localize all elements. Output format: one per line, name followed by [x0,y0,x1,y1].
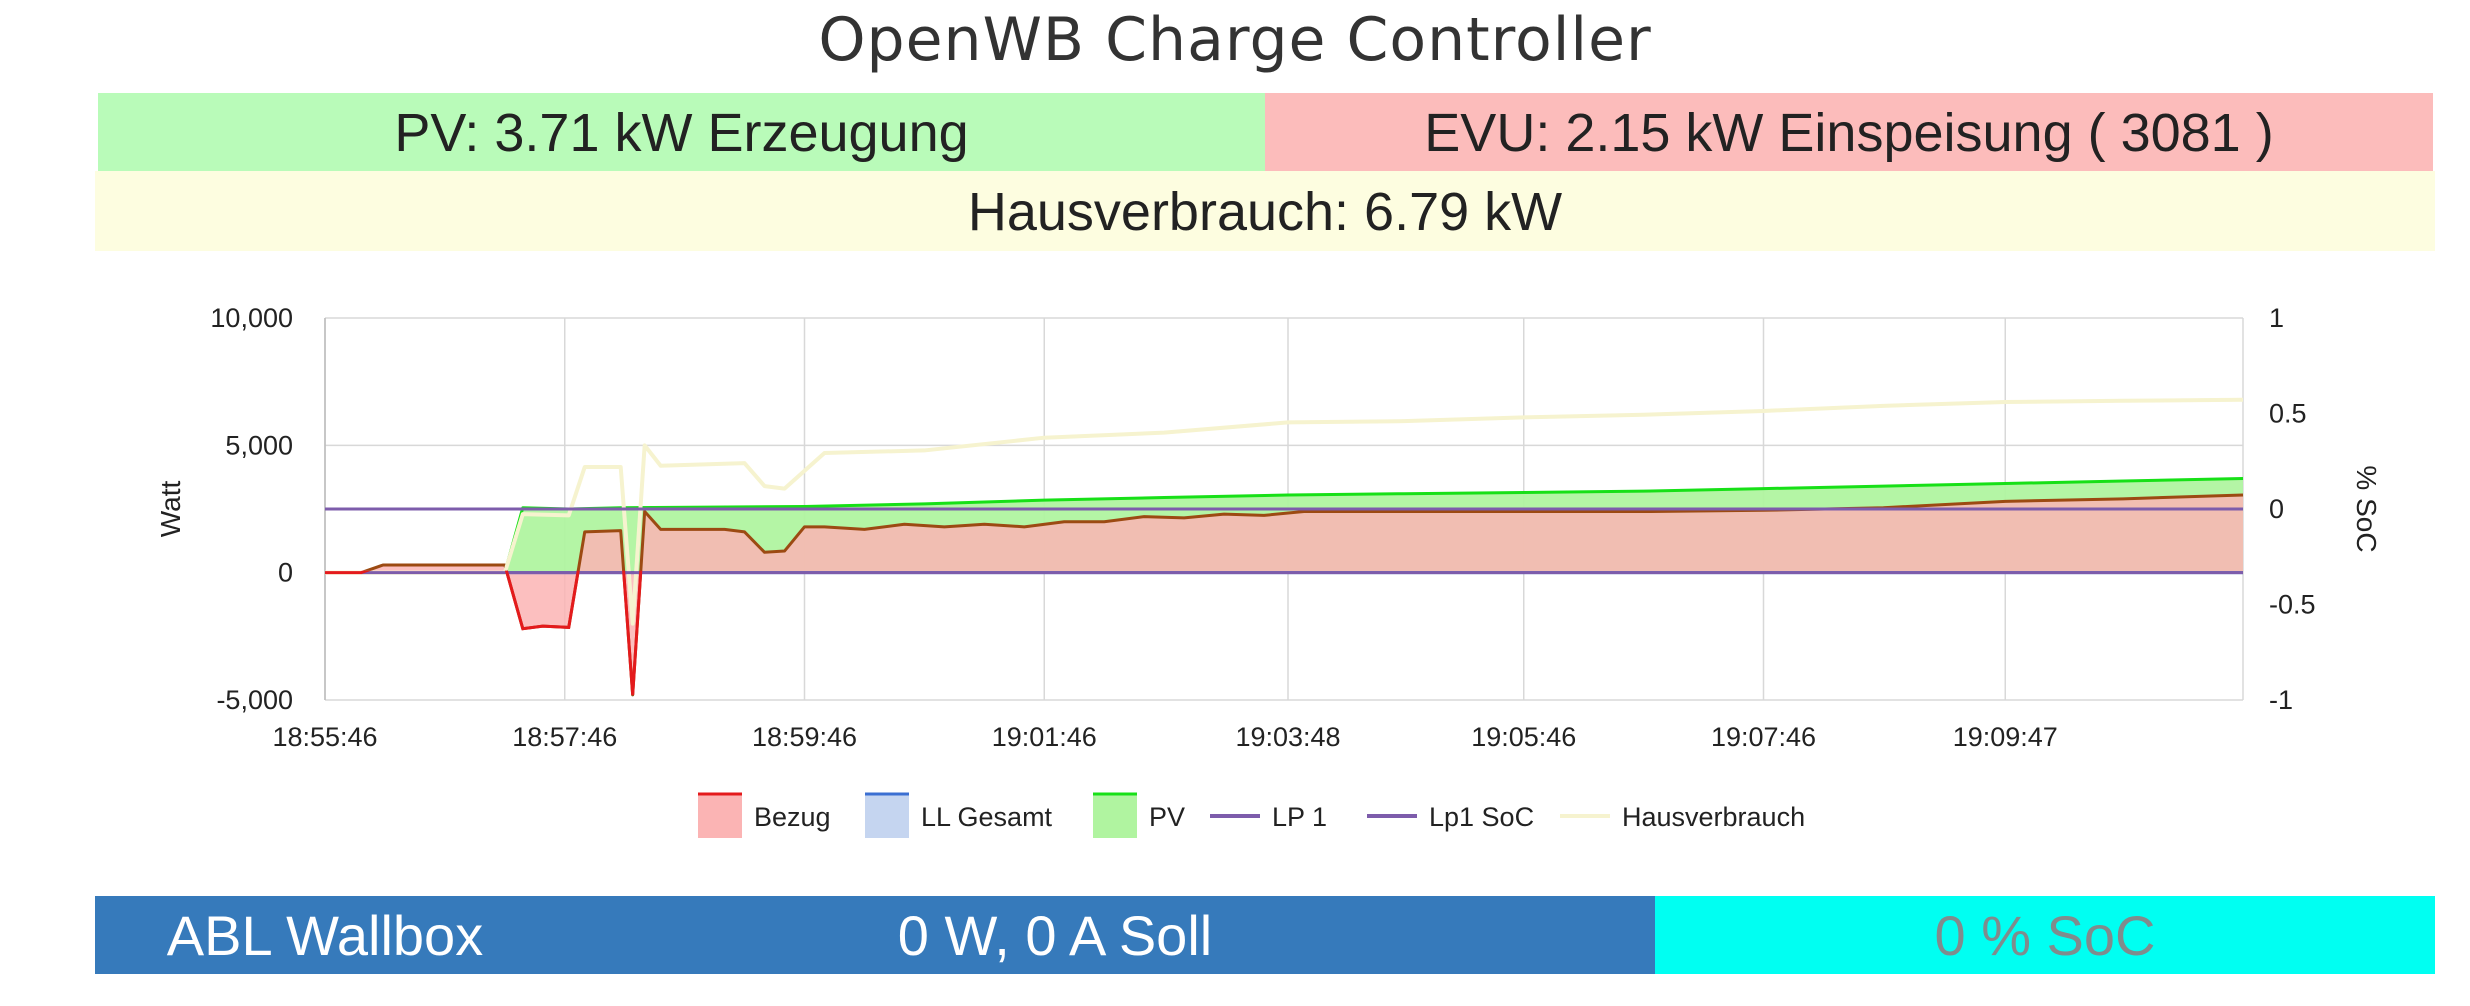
y-tick-label-right: 0.5 [2269,399,2307,429]
chart-legend: Bezug LL Gesamt PV LP 1 Lp1 SoC Hausverbrauch [698,792,1805,838]
wallbox-power: 0 W, 0 A Soll [897,904,1213,967]
y-tick-label-right: 1 [2269,303,2284,333]
x-tick-label: 19:05:46 [1471,722,1576,752]
page-title: OpenWB Charge Controller [818,5,1652,75]
legend-label-lp1-soc: Lp1 SoC [1429,802,1534,832]
series-line-bezug-negative [325,570,643,696]
x-tick-label: 18:55:46 [272,722,377,752]
y-tick-label-right: -1 [2269,685,2293,715]
legend-swatch-pv [1093,794,1137,838]
series-area-bezug [325,494,2243,695]
y-axis-title-left: Watt [155,481,186,538]
legend-label-ll-gesamt: LL Gesamt [921,802,1053,832]
y-tick-label-left: -5,000 [216,685,293,715]
legend-label-hausverbrauch: Hausverbrauch [1622,802,1805,832]
chart-lines [325,397,2244,697]
x-tick-label: 19:03:48 [1235,722,1340,752]
x-tick-label: 19:07:46 [1711,722,1816,752]
power-chart-svg: -5,000 0 5,000 10,000 -1 -0.5 0 0.5 1 18:55:46 18:… [155,303,2382,838]
y-tick-label-left: 10,000 [210,303,293,333]
y-axis-title-right: % SoC [2351,465,2382,552]
legend-label-pv: PV [1149,802,1185,832]
wallbox-soc: 0 % SoC [1655,896,2435,974]
y-tick-label-left: 0 [278,558,293,588]
wallbox-status-background [95,896,1655,974]
series-line-hausverbrauch [325,397,2244,626]
chart-areas [325,478,2243,695]
x-tick-label: 18:57:46 [512,722,617,752]
x-tick-label: 19:01:46 [992,722,1097,752]
y-tick-label-right: 0 [2269,494,2284,524]
y-tick-label-left: 5,000 [225,430,293,460]
legend-swatch-ll-gesamt [865,794,909,838]
chart-axes: -5,000 0 5,000 10,000 -1 -0.5 0 0.5 1 18:55:46 18:… [155,303,2382,752]
wallbox-name: ABL Wallbox [166,904,484,967]
y-tick-label-right: -0.5 [2269,590,2316,620]
power-chart: -5,000 0 5,000 10,000 -1 -0.5 0 0.5 1 18:55:46 18:… [0,270,2470,870]
x-tick-label: 18:59:46 [752,722,857,752]
legend-label-bezug: Bezug [754,802,831,832]
evu-status-bar: EVU: 2.15 kW Einspeisung ( 3081 ) [1265,93,2433,171]
x-tick-label: 19:09:47 [1953,722,2058,752]
legend-swatch-bezug [698,794,742,838]
pv-status-bar: PV: 3.71 kW Erzeugung [98,93,1265,171]
legend-label-lp-1: LP 1 [1272,802,1327,832]
house-consumption-bar: Hausverbrauch: 6.79 kW [95,171,2435,251]
